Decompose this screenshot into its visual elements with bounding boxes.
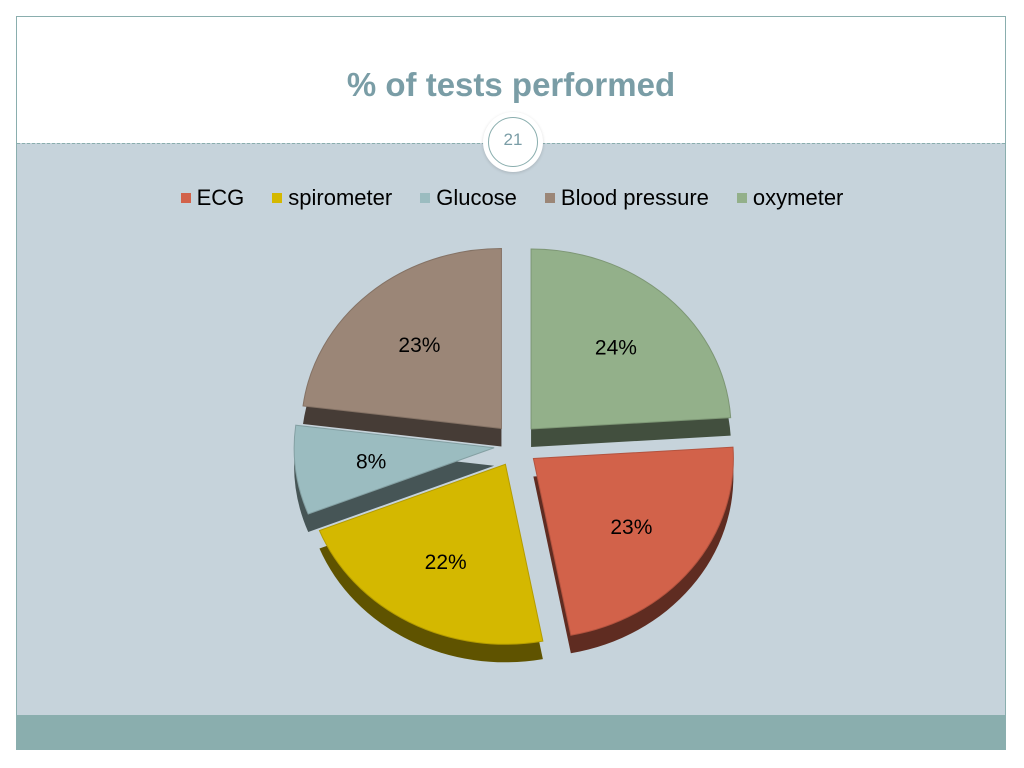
pie-slice-ecg (532, 446, 734, 636)
pie-slice-oxymeter (530, 248, 732, 430)
pie-slice-blood-pressure (302, 247, 502, 430)
pie-slice-glucose (293, 424, 495, 515)
legend-label-oxymeter: oxymeter (752, 185, 844, 210)
data-label-oxymeter: 24% (595, 337, 637, 360)
legend-swatch-ecg (180, 193, 191, 203)
data-label-ecg: 23% (610, 516, 652, 539)
legend-item-spirometer: spirometer (272, 185, 392, 211)
page-title: % of tests performed (346, 66, 676, 103)
legend-item-blood-pressure: Blood pressure (544, 185, 709, 211)
legend-swatch-spirometer (272, 193, 283, 203)
legend-label-ecg: ECG (196, 185, 245, 210)
legend-label-glucose: Glucose (436, 185, 517, 210)
data-label-glucose: 8% (356, 451, 386, 474)
legend-label-spirometer: spirometer (288, 185, 393, 210)
legend-swatch-blood-pressure (544, 193, 555, 203)
legend-swatch-oxymeter (736, 193, 747, 203)
data-label-blood-pressure: 23% (398, 334, 440, 357)
footer-bar (17, 715, 1005, 749)
legend-item-glucose: Glucose (420, 185, 517, 211)
data-label-spirometer: 22% (425, 551, 467, 574)
chart-legend: ECG spirometer Glucose Blood pressure ox… (0, 185, 1024, 211)
legend-swatch-glucose (420, 193, 431, 203)
legend-item-oxymeter: oxymeter (736, 185, 844, 211)
pie-slice-spirometer (318, 463, 544, 645)
legend-label-blood-pressure: Blood pressure (560, 185, 709, 210)
page-number-badge: 21 (483, 112, 543, 172)
page-number-ring (488, 117, 538, 167)
page-number: 21 (503, 130, 523, 149)
legend-item-ecg: ECG (180, 185, 245, 211)
